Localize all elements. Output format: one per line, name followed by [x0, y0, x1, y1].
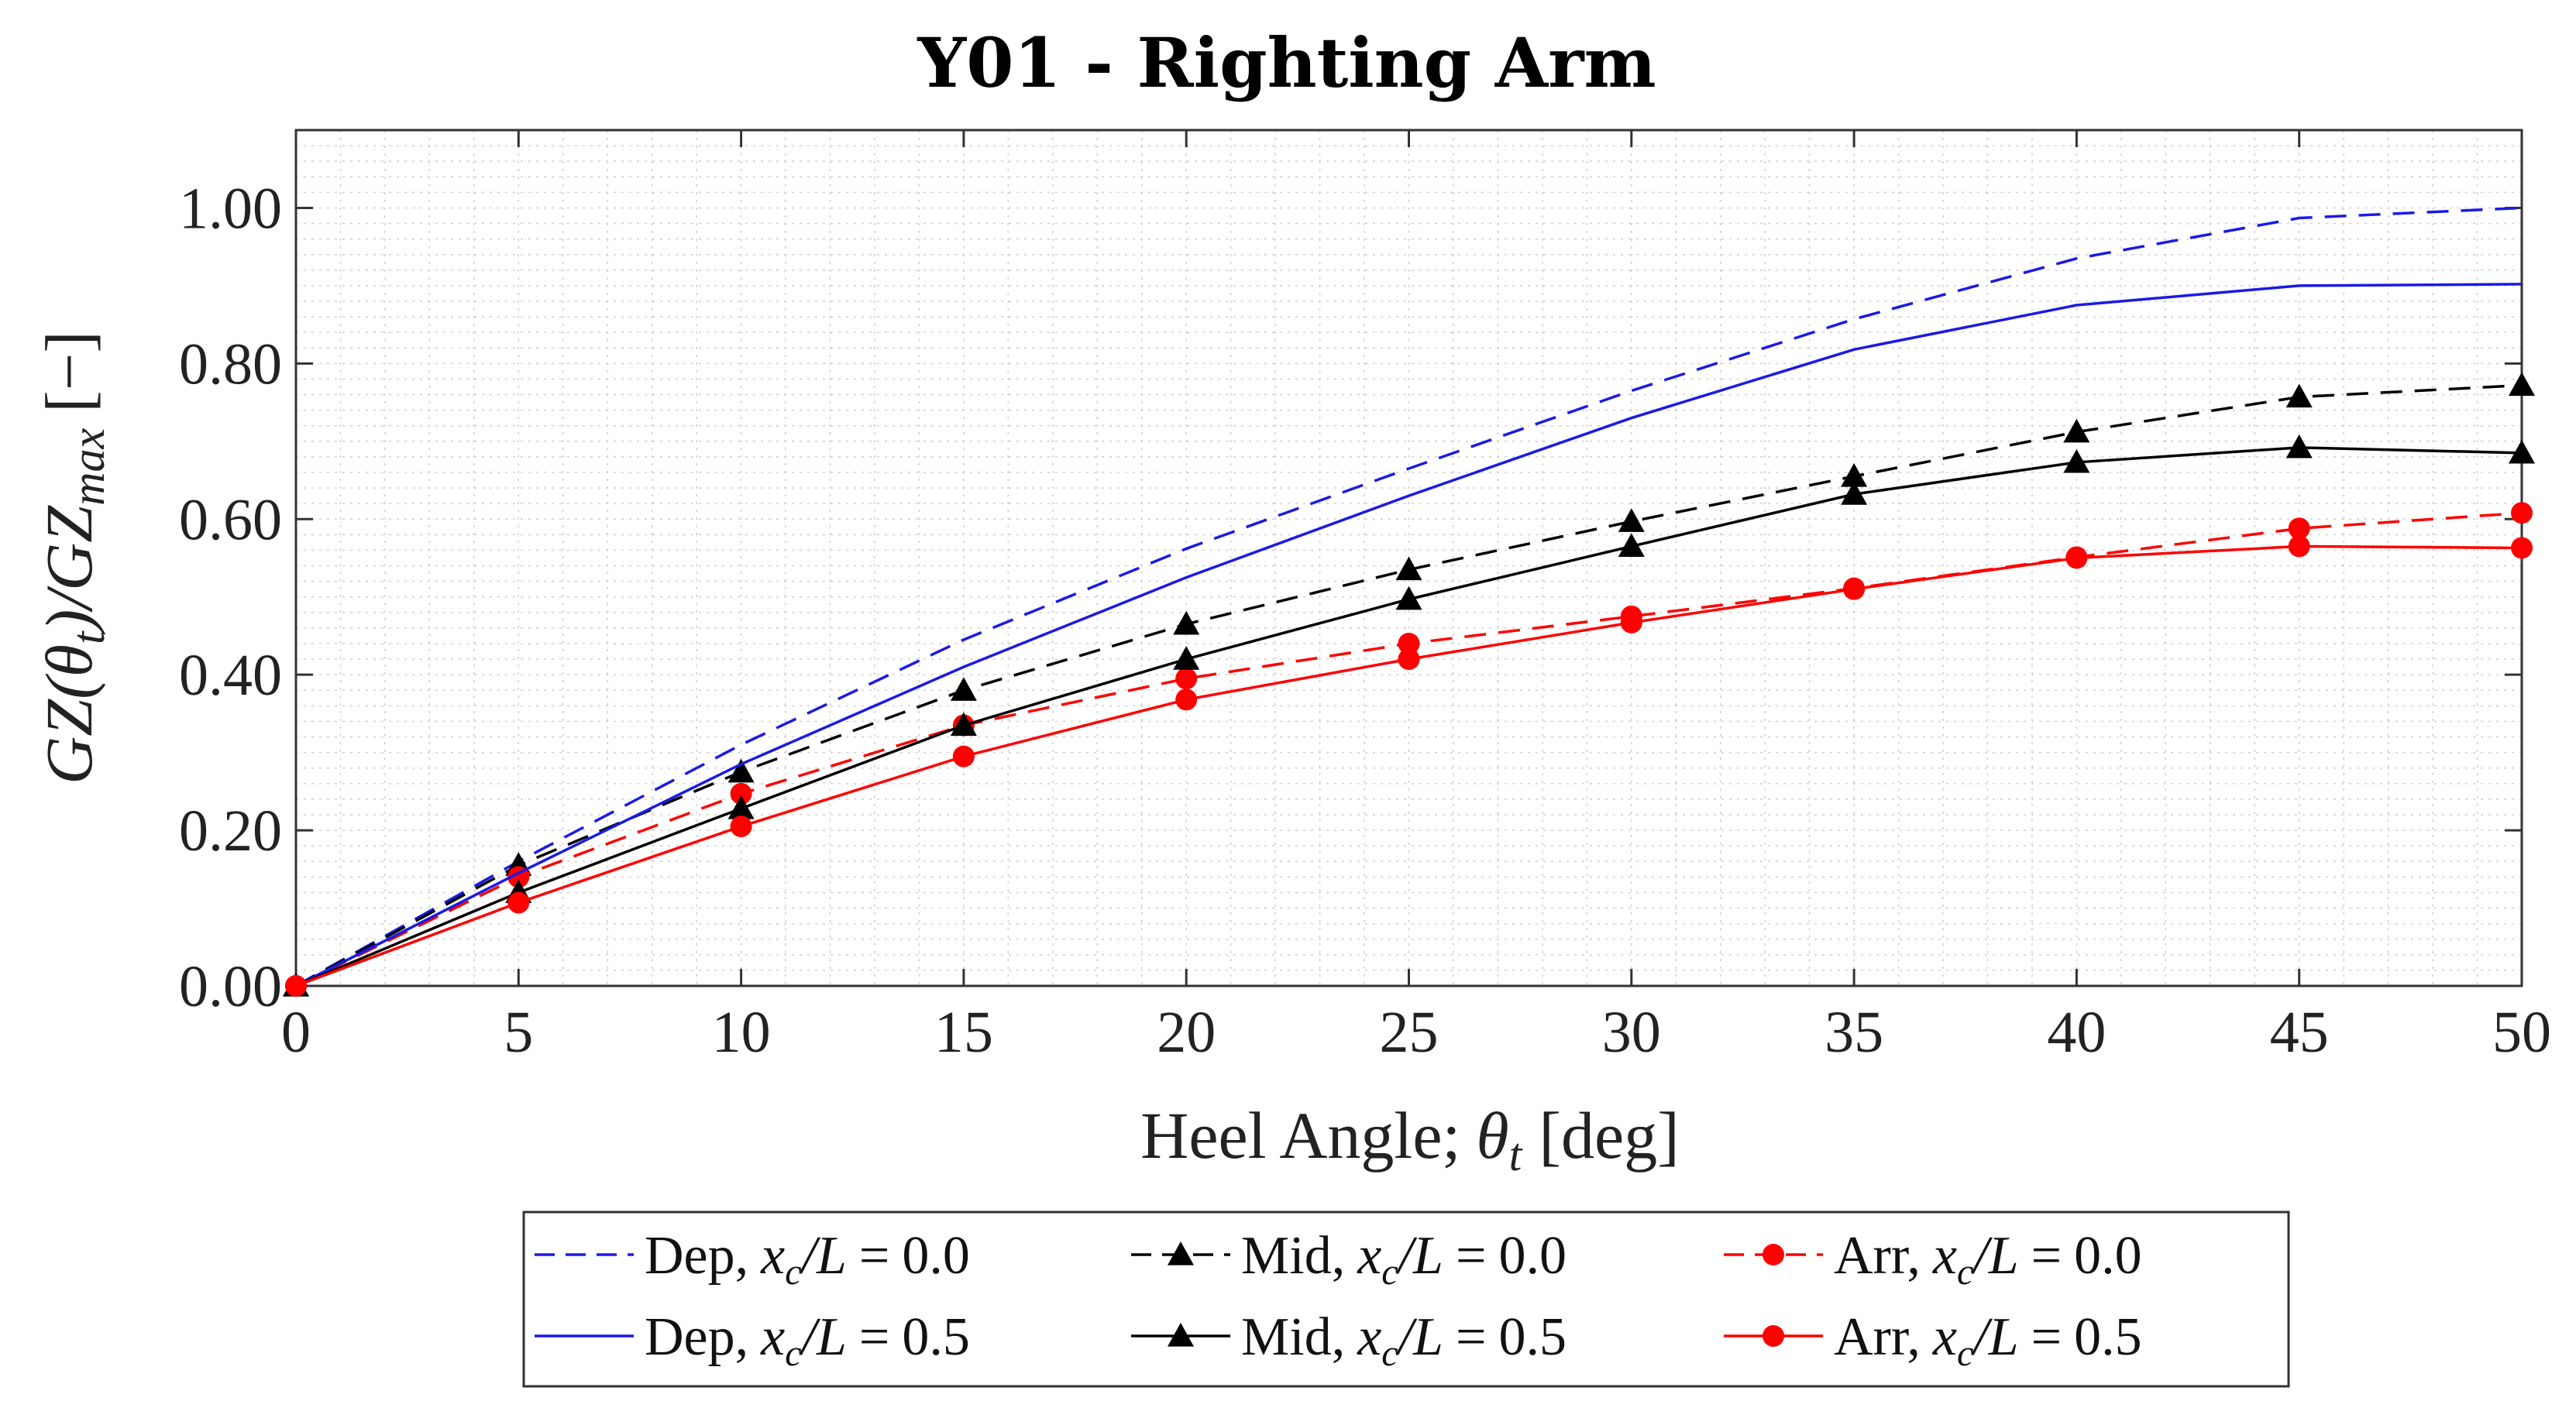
legend-entry: Dep, xc/L = 0.0 [535, 1226, 970, 1293]
data-point [1173, 646, 1200, 670]
legend-marker [1168, 1323, 1194, 1347]
data-point [2511, 537, 2533, 559]
data-point [730, 816, 752, 838]
y-tick-label: 0.60 [179, 487, 282, 552]
data-point [2509, 372, 2535, 397]
data-point [950, 677, 977, 701]
data-point [952, 745, 975, 768]
x-tick-label: 10 [712, 1000, 771, 1065]
data-point [2063, 418, 2090, 443]
series-3 [295, 283, 2523, 987]
x-tick-label: 35 [1825, 1000, 1883, 1065]
x-tick-label: 45 [2270, 1000, 2329, 1065]
y-tick-label: 0.00 [179, 954, 282, 1019]
legend-box [522, 1211, 2290, 1388]
x-tick-label: 20 [1157, 1000, 1216, 1065]
data-point [1618, 533, 1645, 558]
x-tick-label: 0 [281, 1000, 311, 1065]
data-point [1398, 633, 1420, 654]
legend-marker [1763, 1244, 1784, 1265]
series-5 [285, 535, 2533, 997]
legend-label: Dep, xc/L = 0.5 [645, 1307, 970, 1374]
legend-entry: Arr, xc/L = 0.0 [1724, 1226, 2142, 1293]
series-0 [295, 206, 2523, 987]
legend-entry: Dep, xc/L = 0.5 [535, 1307, 970, 1374]
data-point [2063, 448, 2090, 473]
y-tick-label: 0.20 [179, 798, 282, 864]
data-point [1175, 689, 1198, 711]
x-tick-label: 30 [1602, 1000, 1661, 1065]
series-layer [283, 206, 2535, 997]
legend-label: Mid, xc/L = 0.0 [1241, 1226, 1567, 1293]
legend-label: Arr, xc/L = 0.5 [1834, 1307, 2142, 1374]
data-point [2511, 502, 2533, 524]
x-tick-label: 50 [2492, 1000, 2551, 1065]
legend-marker [1168, 1241, 1194, 1265]
y-tick-label: 0.40 [179, 643, 282, 708]
series-4 [283, 434, 2535, 997]
y-tick-label: 1.00 [179, 176, 282, 241]
data-point [1841, 481, 1868, 505]
data-point [1843, 578, 1866, 600]
data-point [1398, 648, 1420, 671]
legend-label: Arr, xc/L = 0.0 [1834, 1226, 2142, 1293]
x-tick-label: 25 [1380, 1000, 1439, 1065]
data-point [1395, 586, 1422, 610]
legend-label: Dep, xc/L = 0.0 [645, 1226, 970, 1293]
data-point [950, 712, 977, 737]
data-point [2509, 439, 2535, 464]
data-point [2065, 547, 2088, 569]
y-tick-label: 0.80 [179, 331, 282, 397]
series-line [295, 283, 2523, 987]
x-axis-label: Heel Angle; θt [deg] [1140, 1098, 1680, 1180]
legend-label: Mid, xc/L = 0.5 [1241, 1307, 1567, 1374]
data-point [727, 795, 755, 819]
data-point [2285, 383, 2313, 408]
data-point [1395, 556, 1422, 581]
data-point [2285, 434, 2313, 458]
data-point [285, 975, 307, 997]
legend-entry: Mid, xc/L = 0.5 [1131, 1307, 1567, 1374]
data-point [730, 782, 752, 805]
chart-title: Y01 - Righting Arm [917, 22, 1656, 103]
data-point [507, 891, 530, 914]
data-point [2288, 517, 2310, 540]
legend-entry: Mid, xc/L = 0.0 [1131, 1226, 1567, 1293]
legend: Dep, xc/L = 0.0 Dep, xc/L = 0.5 Mid, xc/L = 0.0 Mid,… [535, 1226, 2142, 1374]
data-point [1841, 463, 1868, 487]
data-point [1618, 508, 1645, 532]
y-tick-labels: 0.00 0.20 0.40 0.60 0.80 1.00 [179, 176, 282, 1019]
x-tick-label: 40 [2047, 1000, 2106, 1065]
data-point [1173, 610, 1200, 635]
x-tick-label: 5 [504, 1000, 533, 1065]
data-point [727, 758, 755, 783]
legend-entry: Arr, xc/L = 0.5 [1724, 1307, 2142, 1374]
series-line [295, 206, 2523, 987]
series-line [295, 383, 2523, 987]
grid [295, 129, 2523, 987]
data-point [1175, 668, 1198, 690]
y-axis-label: GZ(θt)/GZmax[−] [32, 331, 114, 785]
data-point [2288, 535, 2310, 558]
data-point [1620, 611, 1642, 634]
legend-marker [1763, 1325, 1784, 1347]
x-tick-label: 15 [934, 1000, 993, 1065]
x-tick-labels: 0 5 10 15 20 25 30 35 40 45 50 [281, 1000, 2551, 1065]
